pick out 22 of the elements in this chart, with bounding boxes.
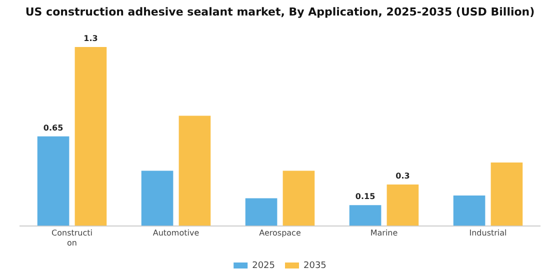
bar (141, 170, 174, 226)
x-tick-label: Industrial (469, 228, 507, 238)
data-label: 0.15 (355, 192, 376, 202)
x-tick-label: Automotive (152, 228, 200, 238)
legend-label: 2035 (304, 260, 326, 271)
chart-title: US construction adhesive sealant market, By Application, 2025-2035 (USD Billion) (25, 5, 535, 18)
bar (37, 136, 70, 226)
bar (386, 184, 419, 226)
bar (282, 170, 315, 226)
data-label: 0.65 (43, 123, 64, 132)
bar (74, 46, 107, 226)
bar (245, 198, 278, 226)
bar (453, 196, 486, 226)
x-tick-label: Marine (370, 228, 398, 238)
data-label: 1.3 (84, 34, 98, 44)
data-label: 0.3 (396, 172, 410, 181)
bar (349, 205, 382, 226)
x-tick-label: Construction (52, 228, 92, 248)
bar (178, 116, 211, 226)
x-tick-label: Aerospace (259, 228, 301, 238)
legend-label: 2025 (252, 260, 275, 271)
bar (490, 162, 523, 226)
